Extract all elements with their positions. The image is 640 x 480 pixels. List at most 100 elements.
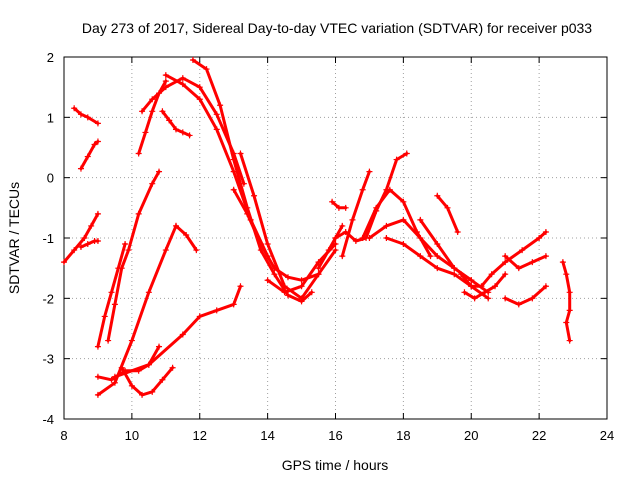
series-line [72, 106, 100, 125]
data-point [179, 331, 186, 338]
data-point [159, 108, 166, 115]
y-axis-label: SDTVAR / TECUs [6, 182, 22, 294]
series-line [317, 224, 344, 270]
series-arc-8 [172, 222, 200, 254]
y-axis-ticks: -4 -3 -2 -1 0 1 2 [42, 50, 607, 427]
y-tick-label: 0 [47, 171, 54, 186]
data-point [156, 168, 163, 175]
series-line [191, 58, 314, 303]
data-point [81, 235, 88, 241]
data-point [566, 289, 573, 296]
series-arc-21 [329, 198, 349, 211]
series-arc-1 [71, 105, 101, 127]
data-point [366, 168, 373, 175]
data-point [308, 289, 315, 296]
data-point [172, 222, 179, 229]
data-point [400, 241, 407, 248]
series-arc-11 [105, 168, 163, 344]
data-point [111, 373, 118, 380]
data-point [94, 373, 101, 380]
data-point [244, 210, 251, 217]
data-point [434, 253, 441, 260]
x-tick-label: 10 [125, 428, 139, 443]
data-point [298, 295, 305, 302]
data-point [502, 253, 509, 260]
series-arc-18 [237, 150, 339, 302]
data-point [159, 376, 166, 383]
data-point [189, 57, 196, 64]
data-point [332, 247, 339, 254]
data-point [139, 108, 146, 115]
data-point [563, 319, 570, 326]
x-tick-label: 24 [600, 428, 614, 443]
x-tick-label: 16 [328, 428, 342, 443]
y-tick-label: -2 [42, 291, 54, 306]
data-point [461, 289, 468, 296]
data-point [454, 228, 461, 235]
data-point [400, 216, 407, 223]
data-point [94, 343, 101, 350]
series-arc-25 [366, 216, 475, 284]
data-point [264, 277, 271, 284]
x-tick-label: 8 [60, 428, 67, 443]
series-arc-32 [502, 253, 549, 272]
data-point [502, 271, 509, 278]
data-point [349, 216, 356, 223]
data-point [519, 247, 526, 254]
series-arc-14 [159, 108, 193, 139]
data-point [400, 198, 407, 205]
data-point [230, 301, 237, 308]
data-point [264, 241, 271, 248]
series-line [503, 284, 548, 306]
data-point [529, 295, 536, 302]
data-point [417, 253, 424, 260]
data-point [149, 108, 156, 115]
data-point [101, 313, 108, 320]
series-line [106, 170, 161, 343]
data-point [315, 271, 322, 278]
data-point [237, 150, 244, 157]
data-point [122, 241, 129, 248]
data-point [118, 265, 125, 272]
data-point [94, 120, 101, 127]
data-point [179, 75, 186, 82]
series-arc-5 [94, 241, 129, 350]
data-point [145, 289, 152, 296]
data-point [325, 247, 332, 254]
data-point [108, 376, 115, 383]
data-point [71, 247, 78, 254]
data-point [563, 271, 570, 278]
series-arc-4 [77, 238, 101, 251]
data-point [162, 84, 169, 91]
data-point [492, 283, 499, 290]
data-point [149, 388, 156, 395]
y-tick-label: -4 [42, 412, 54, 427]
x-tick-label: 22 [532, 428, 546, 443]
data-point [77, 165, 84, 172]
data-point [166, 117, 173, 124]
data-point [342, 204, 349, 211]
data-point [281, 289, 288, 296]
data-point [183, 231, 190, 238]
data-point [542, 283, 549, 290]
series-line [96, 224, 178, 397]
data-point [284, 274, 291, 281]
data-point [468, 277, 475, 284]
data-point [108, 289, 115, 296]
x-tick-label: 20 [464, 428, 478, 443]
x-tick-label: 14 [260, 428, 274, 443]
data-point [393, 156, 400, 163]
data-series [61, 57, 573, 398]
data-point [481, 289, 488, 296]
data-point [156, 343, 163, 350]
data-point [139, 391, 146, 398]
data-point [196, 96, 203, 103]
data-point [203, 66, 210, 73]
data-point [172, 126, 179, 133]
data-point [135, 210, 142, 217]
data-point [536, 235, 543, 241]
data-point [284, 292, 291, 299]
series-line [120, 366, 175, 397]
data-point [366, 235, 373, 241]
